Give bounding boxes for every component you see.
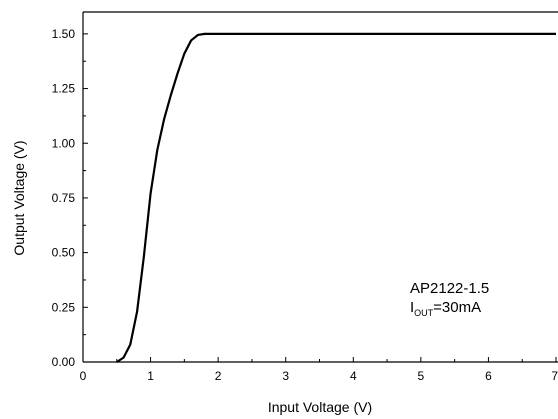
y-tick-label: 0.25	[52, 300, 76, 314]
series-layer	[116, 32, 556, 363]
annotation-layer: AP2122-1.5 IOUT=30mA	[410, 280, 489, 318]
x-tick-label: 2	[215, 369, 222, 383]
annotation-current: IOUT=30mA	[410, 299, 481, 318]
y-tick-label: 0.50	[52, 246, 76, 260]
x-tick-label: 1	[147, 369, 154, 383]
x-tick-label: 4	[350, 369, 357, 383]
y-axis-title: Output Voltage (V)	[11, 140, 27, 255]
x-tick-label: 3	[282, 369, 289, 383]
x-axis-title: Input Voltage (V)	[268, 399, 372, 415]
y-tick-label: 0.75	[52, 191, 76, 205]
x-tick-label: 5	[418, 369, 425, 383]
y-tick-label: 1.50	[52, 27, 76, 41]
y-tick-label: 1.25	[52, 82, 76, 96]
x-tick-label: 0	[80, 369, 87, 383]
plot-axes: 0.00 0.25 0.50 0.75 1.00 1.25 1.50 0 1 2 3 4 5 6 7	[52, 11, 558, 383]
x-tick-label: 7	[551, 369, 558, 383]
annotation-device: AP2122-1.5	[410, 280, 489, 297]
series-line	[116, 32, 556, 363]
y-tick-label: 1.00	[52, 136, 76, 150]
y-tick-label: 0.00	[52, 355, 76, 369]
x-tick-label: 6	[485, 369, 492, 383]
